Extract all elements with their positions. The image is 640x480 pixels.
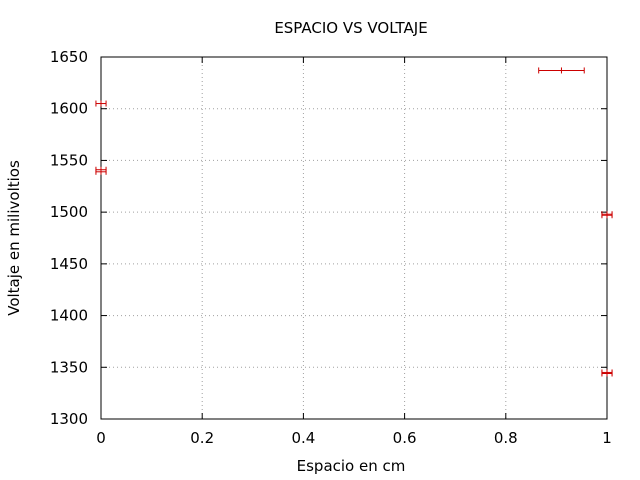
x-tick-label: 0.4 — [291, 429, 315, 447]
y-tick-label: 1550 — [50, 151, 88, 169]
y-tick-label: 1300 — [50, 410, 88, 428]
x-tick-label: 0.2 — [190, 429, 214, 447]
y-tick-label: 1650 — [50, 48, 88, 66]
y-tick-label: 1500 — [50, 203, 88, 221]
x-tick-label: 0.8 — [494, 429, 518, 447]
x-axis-label: Espacio en cm — [297, 457, 406, 475]
data-points — [95, 67, 613, 377]
plot-frame — [100, 56, 608, 420]
y-tick-label: 1600 — [50, 100, 88, 118]
x-tick-label: 0.6 — [393, 429, 417, 447]
data-point — [95, 168, 107, 175]
data-point — [601, 212, 613, 219]
x-tick-label: 0 — [96, 429, 106, 447]
y-axis-label: Voltaje en milivoltios — [5, 160, 23, 316]
data-point — [601, 370, 613, 377]
data-point — [95, 100, 107, 107]
chart-title: ESPACIO VS VOLTAJE — [274, 19, 427, 37]
y-tick-label: 1450 — [50, 255, 88, 273]
x-tick-label: 1 — [602, 429, 612, 447]
grid-lines — [101, 57, 607, 419]
y-tick-label: 1400 — [50, 307, 88, 325]
axis-ticks: 0 0.2 0.4 0.6 0.8 1 1300 1350 1400 1450 1500 1550 16… — [50, 48, 612, 447]
y-tick-label: 1350 — [50, 358, 88, 376]
data-point — [538, 67, 585, 74]
